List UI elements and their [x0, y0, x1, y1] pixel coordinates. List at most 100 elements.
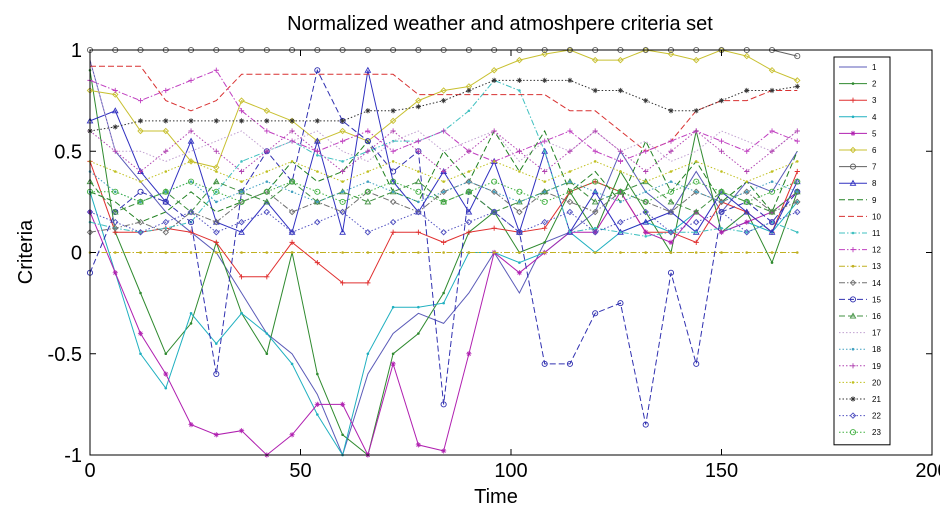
data-point-18 [215, 200, 218, 204]
data-point-23 [541, 198, 548, 205]
legend-label: 21 [872, 395, 881, 404]
x-tick-label: 100 [494, 460, 527, 482]
data-point-13 [417, 251, 420, 254]
data-point-5 [415, 442, 421, 448]
data-point-19 [693, 128, 699, 134]
data-point-12 [617, 158, 624, 164]
legend-item-6: 6 [839, 146, 877, 155]
series-line-23 [90, 181, 798, 203]
data-point-15 [642, 421, 649, 428]
data-point-3 [238, 274, 245, 280]
data-point-15 [693, 360, 700, 367]
data-point-6 [794, 77, 801, 84]
data-point-23 [592, 178, 599, 185]
data-point-4 [164, 386, 168, 390]
data-point-6 [667, 50, 675, 58]
data-point-11 [644, 235, 648, 238]
data-point-12 [238, 108, 245, 114]
legend-item-11: 11 [839, 229, 881, 238]
data-point-18 [492, 190, 496, 194]
data-point-18 [644, 190, 648, 194]
data-point-6 [743, 52, 750, 60]
data-point-8 [313, 137, 321, 144]
legend-marker [849, 412, 857, 419]
data-point-12 [441, 128, 447, 134]
data-point-20 [164, 170, 168, 173]
data-point-12 [264, 128, 270, 134]
data-point-22 [490, 208, 498, 216]
data-point-20 [417, 170, 420, 173]
data-point-5 [314, 401, 320, 407]
data-point-15 [566, 360, 573, 367]
data-point-4 [518, 261, 521, 264]
data-point-22 [794, 208, 801, 216]
data-point-18 [669, 180, 673, 183]
data-point-18 [467, 180, 471, 183]
legend-marker [851, 264, 855, 268]
data-point-6 [693, 56, 700, 64]
data-point-6 [490, 67, 498, 74]
data-point-14 [288, 208, 296, 216]
series-23 [86, 178, 801, 205]
data-point-6 [162, 127, 170, 135]
data-point-13 [644, 251, 648, 254]
legend-item-9: 9 [839, 196, 877, 205]
data-point-16 [516, 198, 523, 205]
data-point-3 [415, 229, 421, 235]
legend-label: 19 [872, 362, 881, 371]
data-point-3 [491, 225, 497, 231]
data-point-21 [289, 118, 295, 124]
data-point-21 [441, 98, 447, 104]
data-point-6 [112, 91, 119, 98]
data-point-21 [112, 124, 118, 130]
data-point-22 [162, 218, 170, 226]
data-point-18 [619, 200, 622, 204]
data-point-23 [718, 188, 725, 195]
x-tick-label: 50 [289, 460, 311, 482]
data-point-6 [440, 87, 447, 94]
data-point-20 [543, 180, 546, 183]
data-point-19 [238, 168, 245, 175]
data-point-11 [467, 109, 471, 113]
legend-label: 20 [872, 378, 881, 387]
data-point-15 [440, 401, 447, 408]
legend-marker [851, 82, 855, 85]
data-point-5 [163, 371, 169, 377]
data-point-19 [592, 128, 598, 134]
data-point-4 [442, 301, 445, 305]
data-point-16 [667, 198, 675, 205]
data-point-22 [263, 208, 271, 216]
data-point-15 [314, 67, 321, 74]
data-point-20 [720, 170, 723, 173]
data-point-20 [669, 170, 673, 173]
data-point-13 [492, 251, 496, 254]
data-point-4 [215, 342, 218, 345]
data-point-18 [518, 200, 521, 204]
data-point-8 [768, 228, 776, 235]
data-point-21 [238, 118, 245, 124]
data-point-18 [265, 180, 269, 183]
legend-marker [849, 429, 857, 436]
data-point-5 [188, 422, 194, 428]
data-point-14 [591, 208, 599, 216]
data-point-13 [189, 251, 193, 254]
data-point-15 [187, 219, 195, 226]
legend-item-14: 14 [839, 279, 881, 288]
data-point-18 [568, 180, 572, 183]
data-point-21 [592, 87, 598, 94]
data-point-3 [289, 239, 295, 245]
data-point-18 [290, 190, 294, 194]
data-point-19 [213, 148, 219, 154]
data-point-23 [137, 198, 144, 205]
y-tick-label: 1 [71, 40, 82, 62]
data-point-2 [164, 352, 168, 356]
data-point-15 [162, 198, 169, 205]
data-point-22 [718, 208, 725, 216]
data-point-13 [543, 251, 546, 254]
data-point-19 [744, 168, 750, 175]
data-point-12 [668, 138, 674, 144]
data-point-8 [162, 198, 170, 205]
data-point-22 [617, 218, 624, 226]
series-6 [86, 46, 801, 171]
data-point-22 [591, 229, 599, 236]
